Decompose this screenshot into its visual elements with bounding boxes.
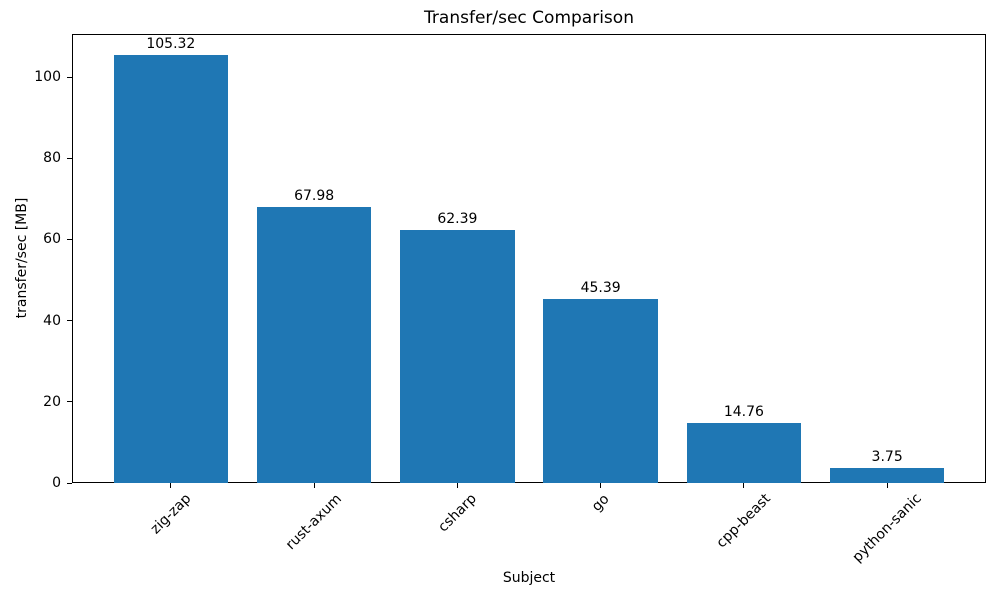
y-tick-mark xyxy=(67,76,72,78)
y-tick-label: 0 xyxy=(52,475,61,491)
y-tick-label: 40 xyxy=(43,312,61,329)
y-tick-mark xyxy=(67,482,72,484)
x-tick-mark xyxy=(170,483,172,488)
chart-title: Transfer/sec Comparison xyxy=(424,8,634,28)
bar-value-label: 3.75 xyxy=(871,448,903,465)
bar xyxy=(256,207,372,483)
x-tick-mark xyxy=(743,483,745,488)
bar-value-label: 45.39 xyxy=(580,279,621,296)
y-tick-mark xyxy=(67,238,72,240)
y-tick-label: 60 xyxy=(43,231,61,248)
x-tick-label: python-sanic xyxy=(849,490,925,567)
bar-value-label: 105.32 xyxy=(146,36,196,53)
bar-value-label: 67.98 xyxy=(294,188,335,205)
y-tick-label: 100 xyxy=(34,69,61,86)
x-tick-label: rust-axum xyxy=(282,491,346,554)
x-tick-label: csharp xyxy=(435,490,480,536)
y-tick-label: 80 xyxy=(43,150,61,167)
x-tick-mark xyxy=(600,483,602,488)
bar-value-label: 14.76 xyxy=(723,404,764,421)
bar-value-label: 62.39 xyxy=(437,210,478,227)
y-tick-label: 20 xyxy=(43,393,61,410)
y-tick-mark xyxy=(67,320,72,322)
bar xyxy=(829,467,945,483)
y-tick-mark xyxy=(67,401,72,403)
x-tick-label: cpp-beast xyxy=(713,490,775,552)
y-axis-label: transfer/sec [MB] xyxy=(14,197,30,319)
y-tick-mark xyxy=(67,157,72,159)
x-tick-mark xyxy=(313,483,315,488)
x-axis-label: Subject xyxy=(502,570,556,586)
bar xyxy=(400,229,515,483)
x-tick-mark xyxy=(456,483,458,488)
bar xyxy=(686,423,802,483)
x-tick-label: zig-zap xyxy=(147,490,195,538)
bar xyxy=(543,298,658,483)
x-tick-label: go xyxy=(589,490,613,515)
x-tick-mark xyxy=(886,483,888,488)
bar xyxy=(113,55,229,483)
